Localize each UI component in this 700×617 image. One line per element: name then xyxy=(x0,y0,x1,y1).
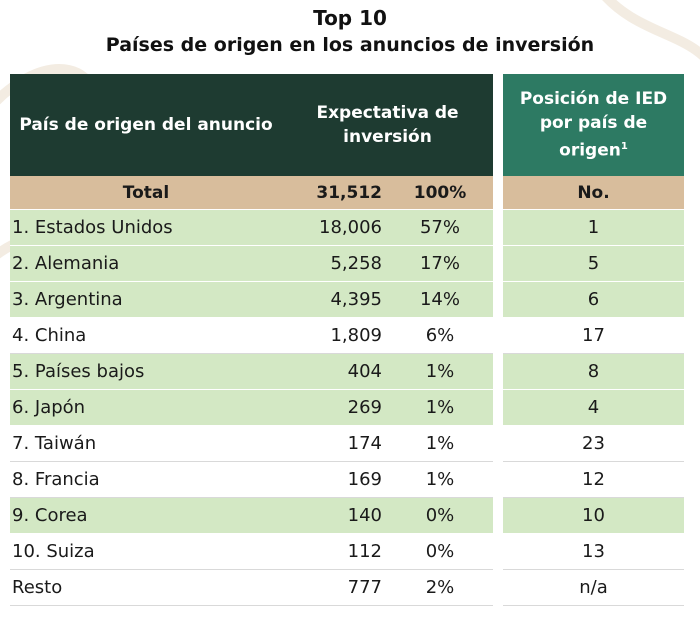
country-cell: 4. China xyxy=(12,325,87,346)
pct-cell: 2% xyxy=(425,577,455,598)
position-cell: 8 xyxy=(587,361,600,382)
pct-cell: 1% xyxy=(425,361,455,382)
position-cell: n/a xyxy=(579,577,608,598)
position-row: 6 xyxy=(503,282,684,318)
value-cell: 4,395 xyxy=(330,289,382,310)
pct-cell: 14% xyxy=(419,289,460,310)
pct-cell: 6% xyxy=(425,325,455,346)
position-cell: 17 xyxy=(582,325,605,346)
value-cell: 1,809 xyxy=(330,325,382,346)
header-expectation: Expectativa de inversión xyxy=(316,103,459,147)
position-row: 10 xyxy=(503,498,684,534)
pct-cell: 0% xyxy=(425,541,455,562)
country-cell: 7. Taiwán xyxy=(12,433,97,454)
pct-cell: 17% xyxy=(419,253,460,274)
position-cell: 23 xyxy=(582,433,605,454)
position-row: 8 xyxy=(503,354,684,390)
country-cell: 3. Argentina xyxy=(12,289,123,310)
position-row: n/a xyxy=(503,570,684,606)
footnote-marker: 1 xyxy=(620,141,628,153)
header-country: País de origen del anuncio xyxy=(19,115,273,135)
value-cell: 777 xyxy=(347,577,382,598)
value-cell: 269 xyxy=(347,397,382,418)
table-row: 10. Suiza 112 0% xyxy=(10,534,493,570)
table-row: 9. Corea 140 0% xyxy=(10,498,493,534)
country-cell: 10. Suiza xyxy=(12,541,95,562)
position-row: 17 xyxy=(503,318,684,354)
table-subtitle: Países de origen en los anuncios de inve… xyxy=(105,34,595,56)
position-row: 12 xyxy=(503,462,684,498)
country-cell: 2. Alemania xyxy=(12,253,120,274)
position-row: 1 xyxy=(503,210,684,246)
table-row: 1. Estados Unidos 18,006 57% xyxy=(10,210,493,246)
position-total-row: No. xyxy=(503,176,684,210)
total-pct: 100% xyxy=(413,182,467,203)
table-row: 7. Taiwán 174 1% xyxy=(10,426,493,462)
table-title: Top 10 xyxy=(313,6,387,30)
value-cell: 404 xyxy=(347,361,382,382)
total-value: 31,512 xyxy=(316,182,382,203)
value-cell: 169 xyxy=(347,469,382,490)
ied-position-table: Posición de IED por país de origen1 No. … xyxy=(503,74,684,606)
position-total-label: No. xyxy=(577,182,610,203)
value-cell: 5,258 xyxy=(330,253,382,274)
value-cell: 18,006 xyxy=(319,217,382,238)
value-cell: 174 xyxy=(347,433,382,454)
value-cell: 140 xyxy=(347,505,382,526)
country-cell: 6. Japón xyxy=(12,397,86,418)
table-row: Resto 777 2% xyxy=(10,570,493,606)
total-row: Total 31,512 100% xyxy=(10,176,493,210)
position-cell: 6 xyxy=(587,289,600,310)
position-row: 5 xyxy=(503,246,684,282)
table-row: 3. Argentina 4,395 14% xyxy=(10,282,493,318)
position-cell: 12 xyxy=(582,469,605,490)
header-position: Posición de IED por país de origen xyxy=(519,89,668,161)
position-cell: 13 xyxy=(582,541,605,562)
table-row: 6. Japón 269 1% xyxy=(10,390,493,426)
position-cell: 5 xyxy=(587,253,600,274)
table-header: País de origen del anuncio Expectativa d… xyxy=(10,74,493,176)
total-label: Total xyxy=(122,182,170,203)
position-cell: 4 xyxy=(587,397,600,418)
position-header: Posición de IED por país de origen1 xyxy=(503,74,684,176)
pct-cell: 57% xyxy=(419,217,460,238)
country-cell: 9. Corea xyxy=(12,505,88,526)
position-row: 4 xyxy=(503,390,684,426)
pct-cell: 1% xyxy=(425,469,455,490)
country-cell: 8. Francia xyxy=(12,469,100,490)
pct-cell: 0% xyxy=(425,505,455,526)
position-row: 23 xyxy=(503,426,684,462)
position-row: 13 xyxy=(503,534,684,570)
country-cell: 5. Países bajos xyxy=(12,361,145,382)
country-cell: Resto xyxy=(12,577,63,598)
position-cell: 10 xyxy=(582,505,605,526)
pct-cell: 1% xyxy=(425,397,455,418)
investment-table: País de origen del anuncio Expectativa d… xyxy=(10,74,493,606)
table-row: 4. China 1,809 6% xyxy=(10,318,493,354)
country-cell: 1. Estados Unidos xyxy=(12,217,173,238)
value-cell: 112 xyxy=(347,541,382,562)
table-row: 2. Alemania 5,258 17% xyxy=(10,246,493,282)
table-row: 8. Francia 169 1% xyxy=(10,462,493,498)
position-cell: 1 xyxy=(587,217,600,238)
pct-cell: 1% xyxy=(425,433,455,454)
table-row: 5. Países bajos 404 1% xyxy=(10,354,493,390)
